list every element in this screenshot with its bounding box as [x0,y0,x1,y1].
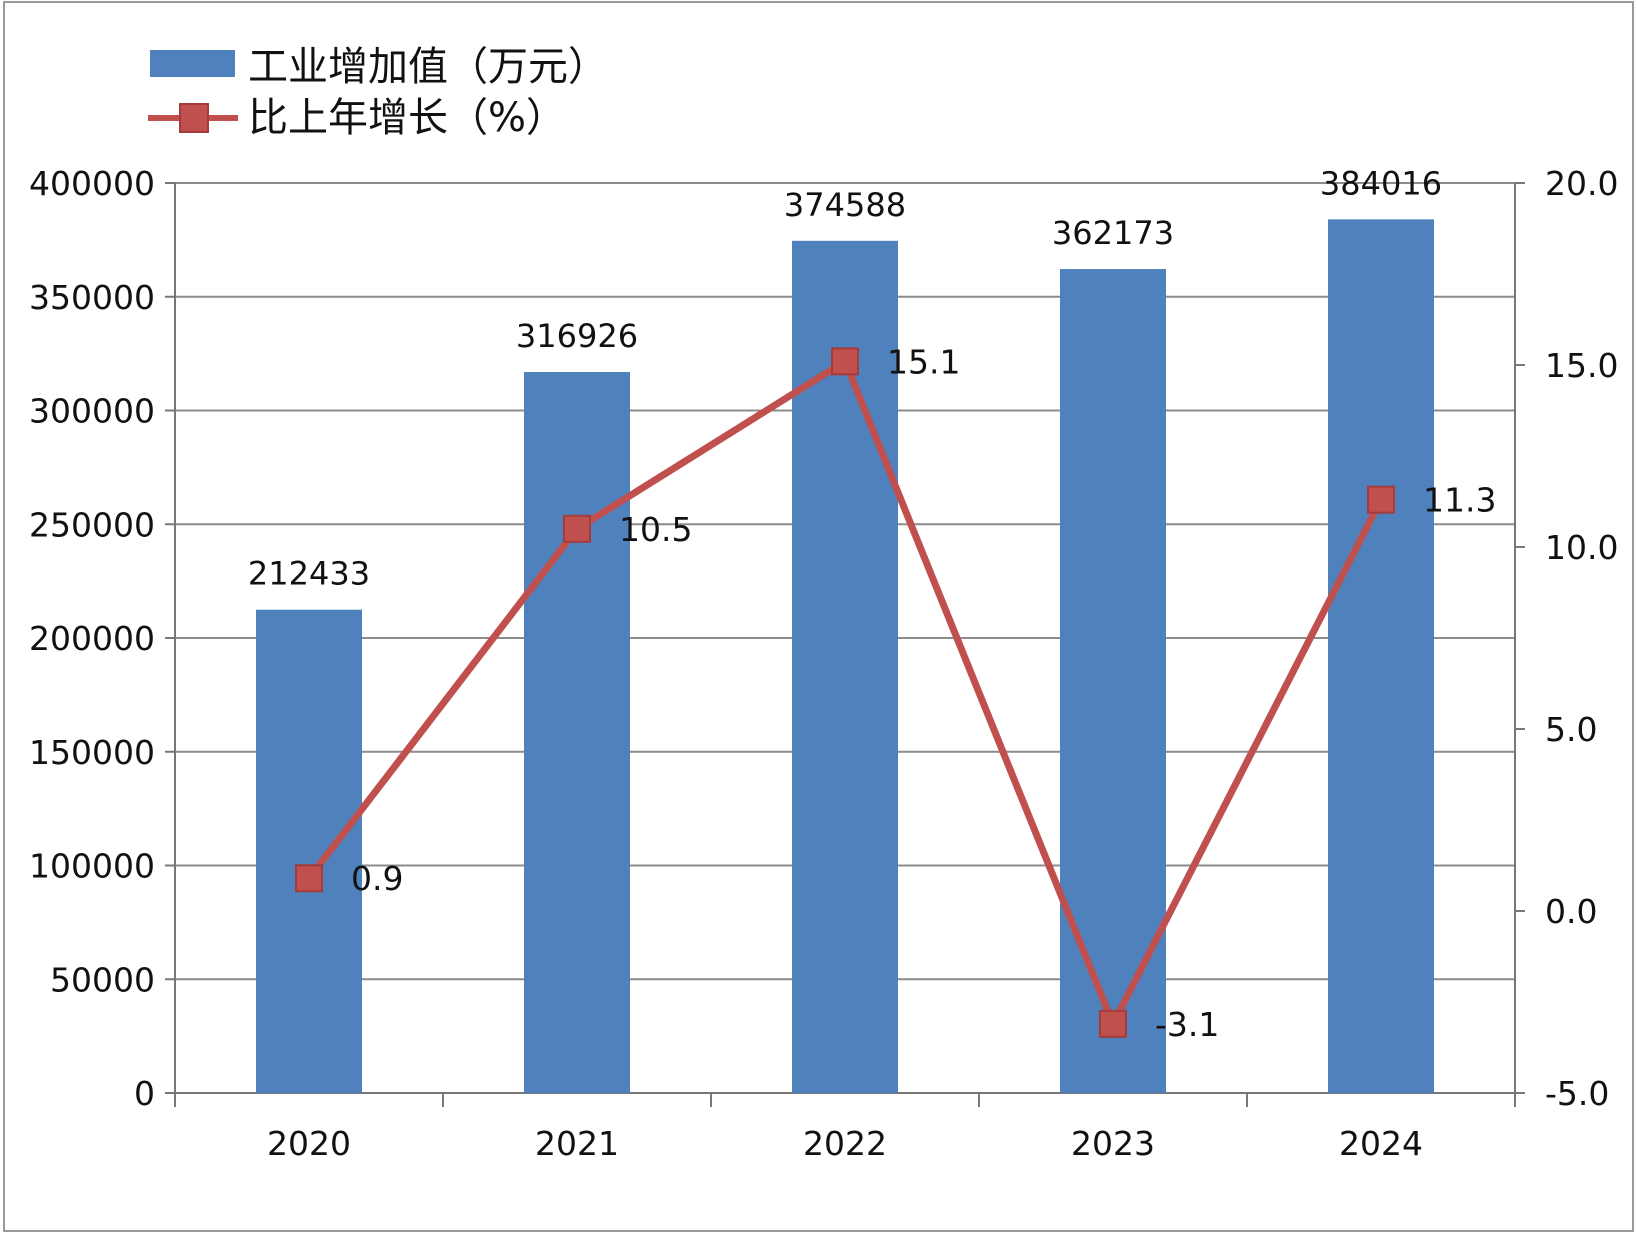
bar-2024 [1328,219,1434,1094]
x-tick-label: 2024 [1339,1124,1423,1163]
x-tick-label: 2020 [267,1124,351,1163]
y-right-tick-label: 0.0 [1545,892,1597,931]
legend-bar-label: 工业增加值（万元） [248,44,608,90]
legend-line-label: 比上年增长（%） [248,95,566,141]
line-value-label: 0.9 [351,859,403,898]
line-value-label: 11.3 [1423,481,1496,520]
line-marker-2020 [295,864,323,893]
line-marker-2021 [563,514,591,543]
bar-2023 [1060,269,1166,1094]
legend-line-marker [179,103,209,133]
bar-value-label: 362173 [1052,214,1174,252]
legend-bar-swatch [150,50,235,77]
chart-border [3,1,1634,1232]
x-tick-label: 2021 [535,1124,619,1163]
line-value-label: 15.1 [887,342,960,381]
y-left-tick-label: 200000 [29,619,155,658]
y-left-tick-label: 300000 [29,392,155,431]
y-left-tick-label: 100000 [29,847,155,886]
line-marker-2022 [831,347,859,376]
line-data-labels: 0.9 10.5 15.1 -3.1 11.3 [351,342,1496,1043]
bar-value-label: 374588 [784,186,906,224]
bar-value-label: 316926 [516,317,638,355]
bar-value-label: 384016 [1320,164,1442,202]
y-left-tick-label: 150000 [29,733,155,772]
line-value-label: -3.1 [1155,1005,1219,1044]
bar-data-labels: 212433 316926 374588 362173 384016 [248,164,1442,592]
x-tick-label: 2023 [1071,1124,1155,1163]
bar-value-label: 212433 [248,555,370,593]
y-left-tick-label: 50000 [50,960,155,999]
line-marker-2024 [1367,485,1395,514]
y-right-tick-label: 5.0 [1545,710,1597,749]
legend: 工业增加值（万元） 比上年增长（%） [148,44,608,141]
y-left-tick-label: 0 [134,1074,155,1113]
line-marker-2023 [1099,1009,1127,1038]
bars [256,219,1434,1094]
line-value-label: 10.5 [619,510,692,549]
y-left-tick-label: 350000 [29,278,155,317]
y-right-tick-label: 20.0 [1545,164,1618,203]
x-tick-label: 2022 [803,1124,887,1163]
y-left-tick-label: 400000 [29,164,155,203]
bar-2021 [524,371,630,1093]
bar-2020 [256,609,362,1093]
y-right-tick-label: -5.0 [1545,1074,1609,1113]
tick-labels: 0 50000 100000 150000 200000 250000 300000 3500… [29,164,1618,1163]
growth-line [295,347,1395,1038]
y-left-tick-label: 250000 [29,505,155,544]
y-right-tick-label: 10.0 [1545,528,1618,567]
y-right-tick-label: 15.0 [1545,346,1618,385]
